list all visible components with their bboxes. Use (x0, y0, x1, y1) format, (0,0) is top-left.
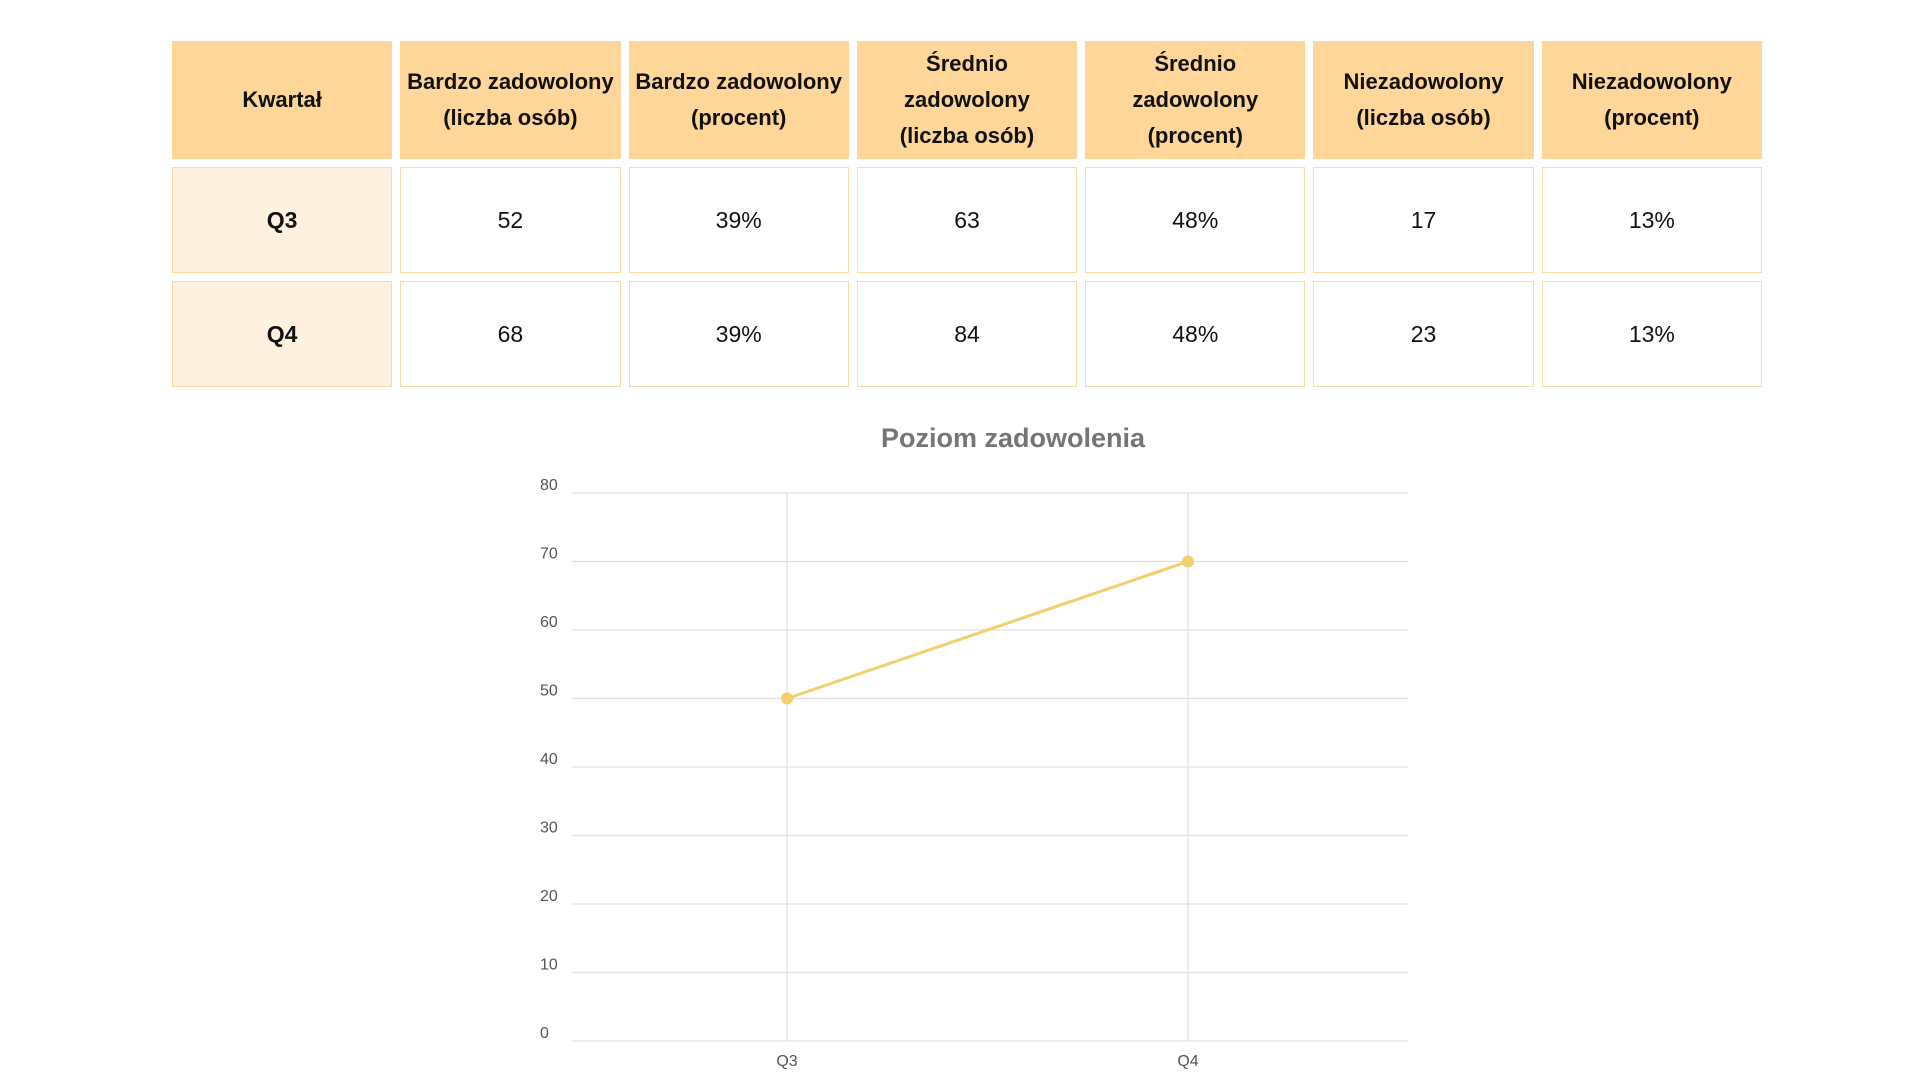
table-cell: 84 (856, 281, 1078, 387)
data-point (1182, 555, 1194, 568)
chart-axis-labels: 0 10 20 30 40 50 60 70 80 Q3 Q4 (540, 477, 1199, 1070)
table-cell: 13% (1541, 167, 1762, 273)
table-cell: 48% (1085, 281, 1306, 387)
y-tick-label: 60 (540, 614, 558, 631)
satisfaction-chart-section: Poziom zadowolenia 0 10 20 30 40 50 60 70 80 Q3 Q4 (0, 420, 1920, 1080)
header-very-satisfied-count: Bardzo zadowolony (liczba osób) (400, 41, 621, 159)
series-line (786, 560, 1189, 700)
header-line: (procent) (691, 105, 787, 130)
y-tick-label: 30 (540, 820, 558, 837)
quarter-cell: Q3 (172, 167, 393, 273)
table-cell: 23 (1313, 281, 1534, 387)
x-tick-label: Q3 (776, 1053, 797, 1070)
header-line: (liczba osób) (1356, 105, 1491, 130)
header-line: Niezadowolony (1571, 69, 1732, 94)
header-line: Bardzo zadowolony (635, 69, 842, 94)
header-line: Średnio zadowolony (904, 51, 1030, 112)
header-line: (liczba osób) (443, 105, 578, 130)
data-point (781, 692, 793, 705)
header-line: (procent) (1604, 105, 1700, 130)
table-cell: 48% (1085, 167, 1306, 273)
header-line: Niezadowolony (1343, 69, 1504, 94)
y-tick-label: 50 (540, 683, 558, 700)
table-cell: 39% (628, 281, 849, 387)
table-row-q3: Q3 52 39% 63 48% 17 13% (172, 167, 1762, 273)
y-tick-label: 0 (540, 1025, 549, 1042)
table-cell: 68 (400, 281, 621, 387)
table-cell: 13% (1541, 281, 1762, 387)
y-tick-label: 10 (540, 957, 558, 974)
chart-series (781, 555, 1194, 705)
header-very-satisfied-percent: Bardzo zadowolony (procent) (628, 41, 849, 159)
table-row-q4: Q4 68 39% 84 48% 23 13% (172, 281, 1762, 387)
header-medium-satisfied-percent: Średnio zadowolony (procent) (1085, 41, 1306, 159)
table-cell: 63 (856, 167, 1078, 273)
quarter-cell: Q4 (172, 281, 393, 387)
y-tick-label: 70 (540, 546, 558, 563)
chart-title: Poziom zadowolenia (881, 423, 1146, 453)
chart-grid (572, 492, 1408, 1042)
x-tick-label: Q4 (1177, 1053, 1198, 1070)
satisfaction-table: Kwartał Bardzo zadowolony (liczba osób) … (164, 33, 1770, 395)
header-line: (procent) (1147, 123, 1243, 148)
y-tick-label: 40 (540, 751, 558, 768)
table-cell: 39% (628, 167, 849, 273)
header-unsatisfied-count: Niezadowolony (liczba osób) (1313, 41, 1534, 159)
table-cell: 52 (400, 167, 621, 273)
header-quarter: Kwartał (172, 41, 393, 159)
y-tick-label: 80 (540, 477, 558, 494)
satisfaction-line-chart: Poziom zadowolenia 0 10 20 30 40 50 60 70 80 Q3 Q4 (540, 423, 1408, 1070)
header-line: (liczba osób) (899, 123, 1035, 148)
header-unsatisfied-percent: Niezadowolony (procent) (1541, 41, 1762, 159)
header-medium-satisfied-count: Średnio zadowolony (liczba osób) (856, 41, 1078, 159)
header-line: Bardzo zadowolony (407, 69, 614, 94)
header-line: Średnio zadowolony (1132, 51, 1259, 112)
satisfaction-table-section: Kwartał Bardzo zadowolony (liczba osób) … (164, 33, 1770, 395)
y-tick-label: 20 (540, 888, 558, 905)
header-line: Kwartał (242, 87, 322, 112)
table-header-row: Kwartał Bardzo zadowolony (liczba osób) … (172, 41, 1762, 159)
table-cell: 17 (1313, 167, 1534, 273)
